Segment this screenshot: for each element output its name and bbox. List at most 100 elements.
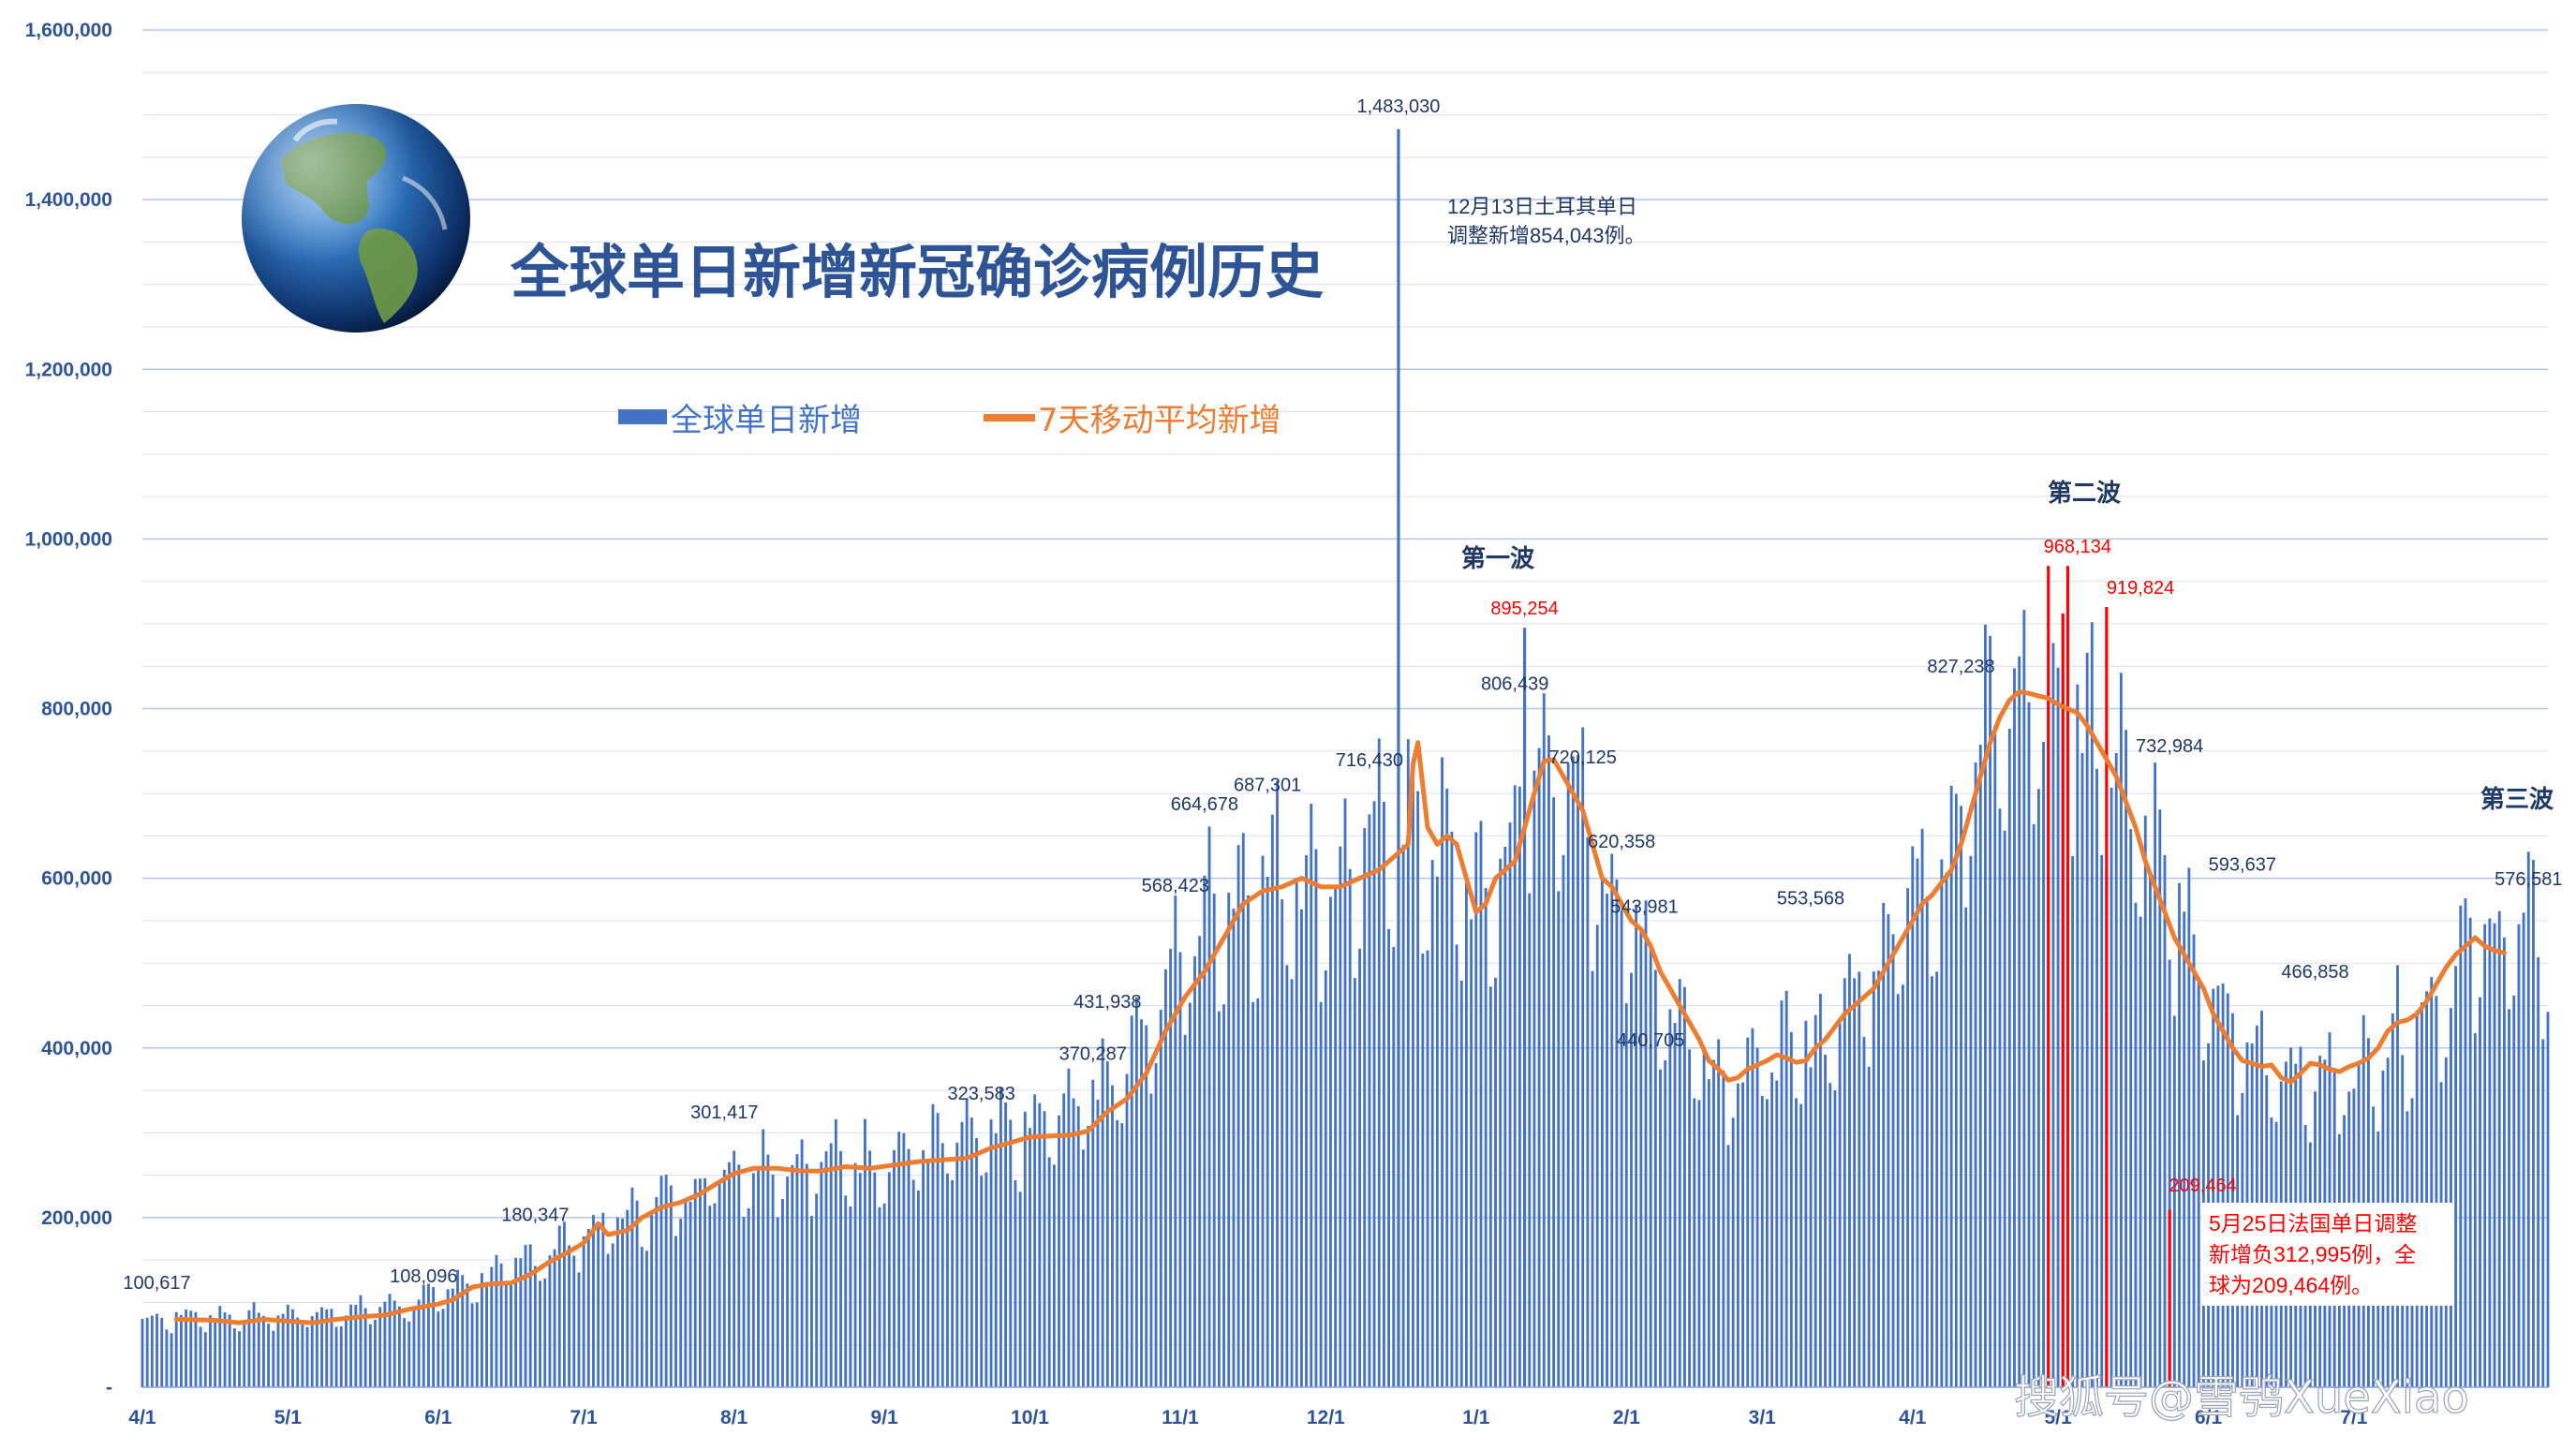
- bar: [1726, 1145, 1730, 1387]
- bar: [320, 1307, 323, 1387]
- bar: [2541, 1039, 2545, 1387]
- bar: [189, 1310, 193, 1387]
- bar: [1682, 986, 1686, 1387]
- bar: [1484, 887, 1488, 1387]
- bar: [1120, 1123, 1124, 1387]
- bar: [238, 1331, 241, 1387]
- data-label: 716,430: [1336, 750, 1403, 771]
- bar: [940, 1143, 944, 1387]
- x-tick-label: 11/1: [1162, 1407, 1199, 1428]
- bar: [728, 1161, 731, 1387]
- bar: [684, 1199, 688, 1387]
- bar: [1940, 859, 1944, 1387]
- bar: [2018, 656, 2021, 1387]
- bar: [1624, 1003, 1628, 1387]
- bar: [334, 1326, 338, 1387]
- bar: [1693, 1098, 1696, 1387]
- bar: [1882, 902, 1886, 1387]
- bar: [2526, 851, 2530, 1387]
- bar: [1920, 828, 1924, 1387]
- bar: [330, 1309, 333, 1387]
- x-tick-label: 8/1: [720, 1407, 748, 1428]
- annotation-france: 球为209,464例。: [2209, 1273, 2373, 1297]
- data-label: 108,096: [390, 1266, 457, 1287]
- bar: [1804, 1020, 1808, 1387]
- y-tick-label: 1,400,000: [25, 189, 112, 211]
- highlight-bar: [2047, 566, 2050, 1387]
- bar: [897, 1132, 901, 1387]
- bar: [1586, 836, 1590, 1387]
- bar: [1368, 814, 1371, 1387]
- bar: [824, 1151, 828, 1387]
- bar: [2497, 910, 2501, 1387]
- bar: [780, 1199, 784, 1387]
- bar: [1281, 899, 1284, 1387]
- bar: [1911, 846, 1915, 1387]
- bar: [931, 1103, 935, 1387]
- bar: [232, 1328, 236, 1387]
- bar: [1324, 969, 1327, 1387]
- x-tick-label: 10/1: [1011, 1407, 1049, 1428]
- bar: [1329, 896, 1332, 1387]
- bar: [1814, 1014, 1817, 1387]
- bar: [2168, 959, 2171, 1387]
- bar: [1697, 1100, 1701, 1387]
- bar: [674, 1235, 677, 1387]
- bar: [1285, 965, 1289, 1387]
- y-tick-label: 400,000: [41, 1038, 112, 1059]
- bar: [926, 1161, 930, 1387]
- bar: [650, 1215, 654, 1387]
- bar: [1358, 948, 1361, 1387]
- bar: [916, 1190, 920, 1387]
- bar: [1416, 791, 1420, 1387]
- bar: [451, 1288, 454, 1387]
- legend: 全球单日新增 7天移动平均新增: [618, 402, 1281, 439]
- bar: [975, 1138, 978, 1387]
- bar: [1712, 1059, 1715, 1387]
- data-label: 553,568: [1777, 889, 1844, 910]
- bar: [2532, 860, 2535, 1387]
- data-label: 180,347: [501, 1206, 569, 1226]
- bar: [621, 1218, 624, 1387]
- bar: [582, 1236, 585, 1387]
- bar: [1862, 1036, 1866, 1387]
- bar: [1217, 1011, 1221, 1387]
- bar: [980, 1176, 984, 1387]
- bar: [1896, 994, 1900, 1387]
- bar: [223, 1312, 227, 1387]
- bar: [1450, 831, 1454, 1387]
- bar: [441, 1309, 445, 1387]
- y-tick-label: 600,000: [41, 868, 112, 890]
- bar: [368, 1324, 372, 1387]
- bar: [659, 1176, 663, 1387]
- line-series: [173, 688, 2507, 1325]
- bar: [2090, 622, 2094, 1387]
- bar: [2027, 702, 2031, 1387]
- bar: [640, 1247, 644, 1387]
- bar: [243, 1320, 246, 1387]
- bar: [499, 1263, 503, 1387]
- bar: [1557, 891, 1561, 1387]
- bar: [1227, 893, 1231, 1387]
- bar: [1256, 998, 1260, 1387]
- bar: [257, 1312, 260, 1387]
- bar: [1290, 979, 1294, 1387]
- bar: [1018, 1191, 1022, 1387]
- bar: [2100, 854, 2104, 1387]
- bar: [795, 1154, 799, 1387]
- bar: [1659, 1069, 1662, 1387]
- bar: [1775, 1080, 1779, 1387]
- bar: [1610, 853, 1614, 1387]
- bar: [1101, 1038, 1104, 1387]
- bar: [1164, 969, 1167, 1387]
- bar: [417, 1299, 421, 1387]
- bar: [2212, 988, 2215, 1387]
- bar: [305, 1326, 309, 1387]
- bar: [1591, 970, 1594, 1387]
- bar: [2415, 1010, 2419, 1387]
- earth-globe-icon: [242, 104, 470, 333]
- bar: [1353, 977, 1356, 1387]
- x-tick-label: 9/1: [871, 1407, 899, 1428]
- bar: [2080, 752, 2084, 1387]
